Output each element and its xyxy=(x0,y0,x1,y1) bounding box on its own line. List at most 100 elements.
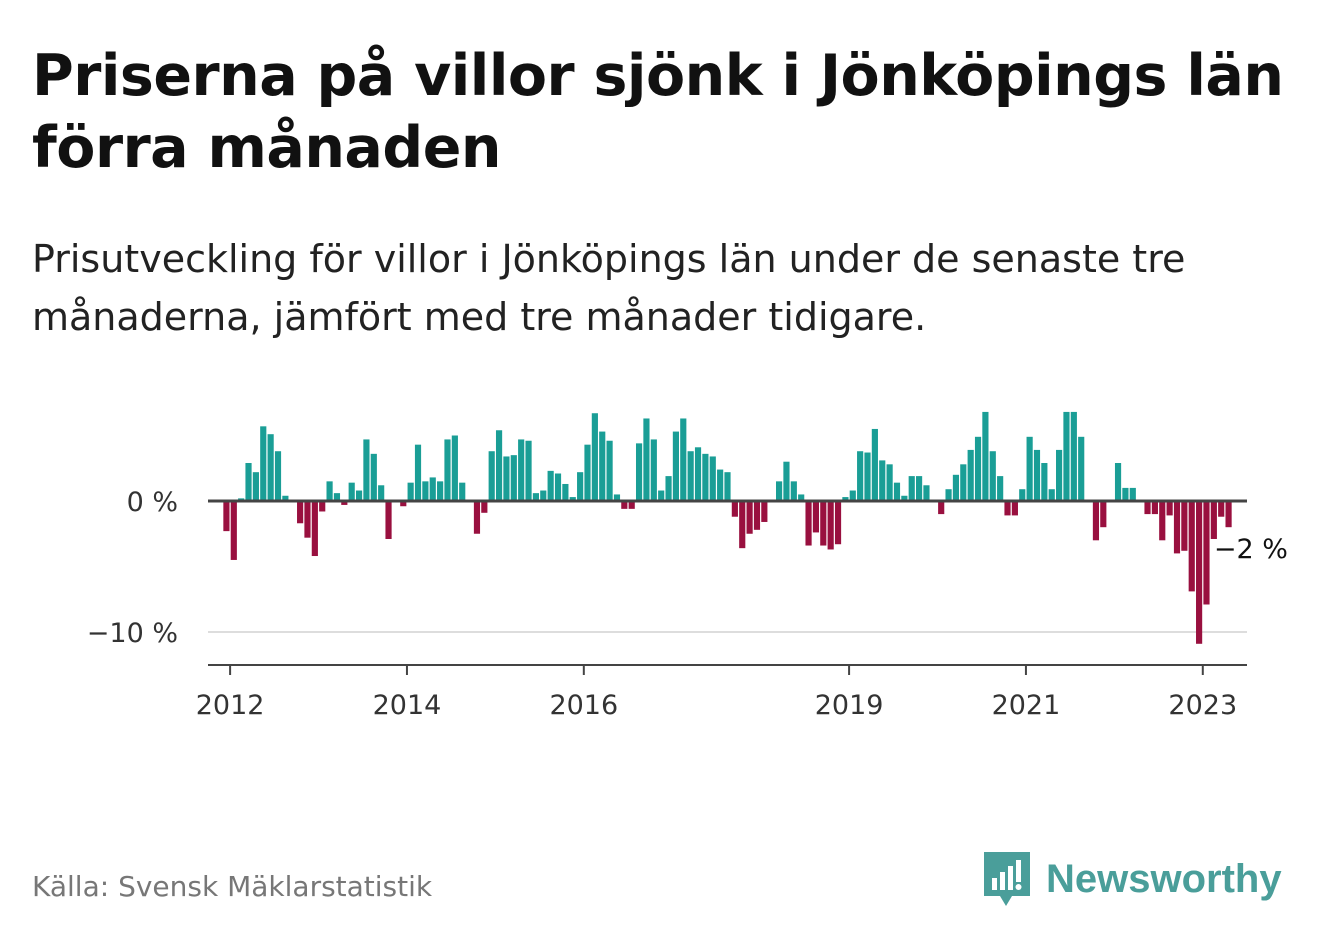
bar xyxy=(864,452,871,501)
bar xyxy=(1100,501,1107,528)
source-note: Källa: Svensk Mäklarstatistik xyxy=(32,870,433,903)
bar xyxy=(938,501,945,515)
bar xyxy=(731,501,738,517)
bar xyxy=(451,435,458,501)
bar xyxy=(702,453,709,501)
bar xyxy=(635,443,643,501)
bar xyxy=(643,418,650,501)
bar xyxy=(974,436,982,501)
bar xyxy=(997,476,1004,501)
bar xyxy=(1011,501,1018,516)
bar xyxy=(672,431,679,501)
bar xyxy=(687,451,694,501)
bar xyxy=(908,476,915,501)
bar xyxy=(363,439,370,501)
bar xyxy=(223,501,230,532)
bar xyxy=(893,482,901,501)
bar xyxy=(606,440,613,501)
bar xyxy=(1151,501,1158,515)
bar xyxy=(333,493,341,501)
bar xyxy=(739,501,746,549)
bar xyxy=(1063,411,1070,501)
bar xyxy=(414,444,422,501)
bar xyxy=(1210,501,1217,539)
bar xyxy=(776,481,783,501)
bar xyxy=(621,501,628,509)
bar xyxy=(761,501,768,522)
bar xyxy=(429,477,436,501)
bar xyxy=(437,481,444,501)
bar xyxy=(267,434,274,501)
bar xyxy=(1181,501,1188,551)
bar xyxy=(1225,501,1232,528)
bar xyxy=(923,485,930,501)
bar xyxy=(967,449,974,501)
bar xyxy=(326,481,333,501)
bar xyxy=(400,501,407,507)
bar xyxy=(525,440,532,501)
bar xyxy=(1004,501,1011,516)
bar xyxy=(260,426,267,501)
bar xyxy=(599,431,606,501)
bar xyxy=(613,494,621,501)
bar xyxy=(820,501,827,546)
bar xyxy=(798,494,805,501)
x-tick-label: 2012 xyxy=(196,690,265,721)
bar xyxy=(518,439,525,501)
bar xyxy=(1033,449,1041,501)
bar xyxy=(1129,487,1136,501)
bar xyxy=(1092,501,1100,541)
bar xyxy=(348,482,355,501)
bar xyxy=(724,472,731,501)
bar xyxy=(1166,501,1173,516)
bar xyxy=(245,463,252,501)
bar xyxy=(1218,501,1225,517)
bar xyxy=(341,501,348,505)
bar xyxy=(665,476,672,501)
bar xyxy=(591,413,598,501)
bar xyxy=(886,464,893,501)
bars-layer xyxy=(223,411,1232,644)
y-tick-label: −10 % xyxy=(87,618,178,649)
bar xyxy=(378,485,385,501)
bar xyxy=(540,490,547,501)
bar xyxy=(658,490,665,501)
newsworthy-chart-bubble-icon xyxy=(984,852,1030,906)
bar xyxy=(444,439,451,501)
bar xyxy=(945,489,952,501)
page-title: Priserna på villor sjönk i Jönköpings lä… xyxy=(32,43,1284,181)
bar xyxy=(584,444,591,501)
bar xyxy=(488,451,495,501)
bar xyxy=(857,451,864,501)
bar xyxy=(282,495,289,501)
bar xyxy=(1026,436,1033,501)
newsworthy-logo: Newsworthy xyxy=(982,850,1282,908)
bar xyxy=(577,472,584,501)
bar xyxy=(503,456,510,501)
bar xyxy=(569,497,576,501)
bar xyxy=(753,501,761,530)
bar xyxy=(252,472,259,501)
bar xyxy=(842,497,849,501)
bar xyxy=(790,481,797,501)
axis-layer: 0 % −10 % 2012 2014 2016 2019 2021 2023 xyxy=(87,487,1247,721)
bar xyxy=(960,464,967,501)
bar xyxy=(901,495,908,501)
bar xyxy=(297,501,304,524)
bar xyxy=(1203,501,1210,605)
bar xyxy=(510,455,517,501)
bar xyxy=(319,501,326,512)
bar xyxy=(916,476,923,501)
bar xyxy=(1122,487,1129,501)
bar xyxy=(746,501,753,534)
bar xyxy=(827,501,834,550)
annotation-halo: −2 % xyxy=(1214,534,1288,565)
bar xyxy=(709,456,716,501)
bar xyxy=(879,460,886,501)
bar xyxy=(680,418,687,501)
bar xyxy=(1114,463,1122,501)
bar xyxy=(1048,489,1055,501)
bar xyxy=(871,428,878,501)
x-tick-label: 2021 xyxy=(992,690,1061,721)
bar xyxy=(1041,463,1048,501)
